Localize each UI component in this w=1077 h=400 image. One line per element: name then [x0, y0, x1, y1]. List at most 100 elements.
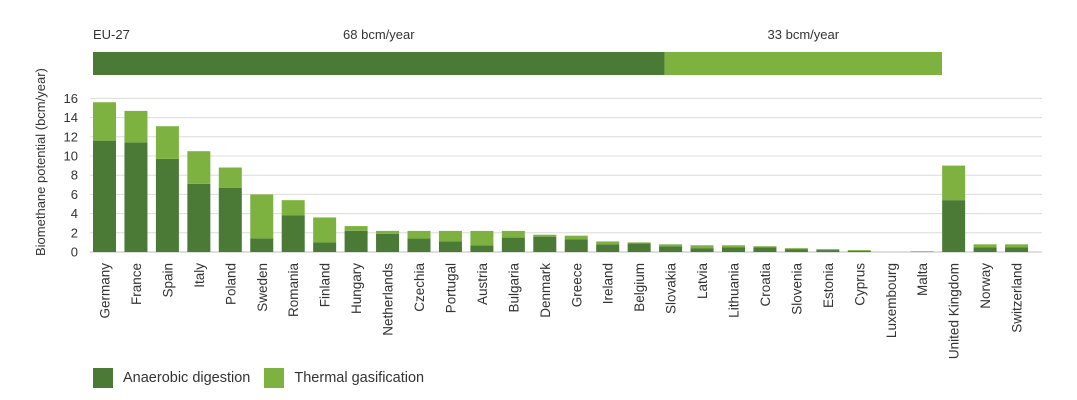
gridlines	[90, 97, 1042, 253]
x-tick-label: Romania	[286, 263, 301, 318]
bar-thermal-slovenia	[784, 248, 808, 250]
bar-thermal-bulgaria	[501, 230, 525, 238]
bar-thermal-spain	[155, 126, 179, 159]
bar-anaerobic-finland	[313, 242, 337, 252]
bar-anaerobic-hungary	[344, 230, 368, 252]
summary-segment-0	[93, 52, 665, 75]
bar-thermal-norway	[973, 244, 997, 248]
x-tick-label: Sweden	[255, 263, 270, 312]
x-axis-ticks: Germany France Spain Italy Poland Sweden Roman…	[98, 263, 1025, 360]
x-tick-label: Netherlands	[381, 263, 396, 336]
bar-anaerobic-sweden	[250, 238, 274, 252]
bar-thermal-denmark	[533, 234, 557, 237]
x-tick-label: Croatia	[758, 263, 773, 307]
bar-thermal-netherlands	[376, 230, 400, 234]
bar-anaerobic-switzerland	[1005, 247, 1029, 252]
x-tick-label: Luxembourg	[884, 263, 899, 338]
bar-anaerobic-estonia	[816, 250, 840, 252]
bar-thermal-cyprus	[847, 250, 871, 252]
bar-thermal-sweden	[250, 194, 274, 239]
bar-thermal-united-kingdom	[942, 165, 966, 201]
bar-thermal-portugal	[438, 230, 462, 242]
x-tick-label: Slovakia	[664, 263, 679, 315]
bar-anaerobic-lithuania	[722, 247, 745, 252]
bar-anaerobic-latvia	[690, 248, 714, 252]
bar-anaerobic-czechia	[407, 238, 431, 252]
eu27-label: EU-27	[93, 27, 130, 42]
x-tick-label: Denmark	[538, 263, 553, 318]
summary-segment-label-1: 33 bcm/year	[768, 27, 840, 42]
x-tick-label: Austria	[475, 263, 490, 306]
bar-anaerobic-portugal	[438, 241, 462, 252]
x-tick-label: Czechia	[412, 263, 427, 312]
y-tick-label: 0	[71, 245, 78, 260]
x-tick-label: Belgium	[632, 263, 647, 312]
y-tick-label: 4	[71, 206, 78, 221]
y-tick-label: 10	[64, 149, 78, 164]
x-tick-label: Switzerland	[1010, 263, 1025, 333]
y-tick-label: 8	[71, 168, 78, 183]
bar-anaerobic-germany	[93, 140, 116, 252]
legend-swatch-anaerobic	[93, 368, 113, 388]
bar-thermal-belgium	[627, 242, 651, 244]
x-tick-label: Cyprus	[852, 263, 867, 306]
bar-anaerobic-france	[124, 142, 148, 252]
bar-anaerobic-bulgaria	[501, 237, 525, 252]
bar-thermal-finland	[313, 217, 337, 243]
x-tick-label: Greece	[569, 263, 584, 307]
bar-thermal-latvia	[690, 245, 714, 249]
bar-thermal-austria	[470, 230, 494, 246]
summary-segment-1	[664, 52, 942, 75]
bar-thermal-czechia	[407, 230, 431, 239]
legend-label-anaerobic: Anaerobic digestion	[123, 370, 251, 386]
x-tick-label: Finland	[318, 263, 333, 307]
bar-thermal-germany	[93, 102, 116, 141]
y-axis-label: Biomethane potential (bcm/year)	[33, 68, 48, 256]
legend-item-anaerobic: Anaerobic digestion	[93, 368, 250, 388]
bar-thermal-france	[124, 110, 148, 143]
x-tick-label: United Kingdom	[947, 263, 962, 359]
x-tick-label: Portugal	[443, 263, 458, 313]
y-tick-label: 2	[71, 225, 78, 240]
y-tick-label: 12	[64, 129, 78, 144]
x-tick-label: Ireland	[601, 263, 616, 304]
x-tick-label: Norway	[978, 263, 993, 309]
bar-anaerobic-austria	[470, 245, 494, 252]
bar-anaerobic-spain	[155, 158, 179, 252]
bar-thermal-estonia	[816, 249, 840, 251]
bar-anaerobic-ireland	[596, 244, 620, 252]
bars	[93, 102, 1029, 252]
bar-anaerobic-croatia	[753, 247, 777, 252]
x-tick-label: Germany	[98, 263, 113, 319]
x-tick-label: France	[129, 263, 144, 305]
x-tick-label: Hungary	[349, 263, 364, 314]
x-tick-label: Estonia	[821, 263, 836, 309]
x-tick-label: Poland	[223, 263, 238, 305]
bar-anaerobic-netherlands	[376, 233, 400, 252]
bar-anaerobic-poland	[218, 187, 242, 252]
bar-anaerobic-united-kingdom	[942, 200, 966, 252]
bar-thermal-greece	[564, 235, 588, 240]
bar-anaerobic-norway	[973, 247, 997, 252]
bar-thermal-croatia	[753, 246, 777, 248]
bar-anaerobic-slovakia	[659, 246, 683, 252]
summary-segment-label-0: 68 bcm/year	[343, 27, 415, 42]
x-tick-label: Italy	[192, 263, 207, 288]
bar-thermal-hungary	[344, 226, 368, 231]
legend-item-thermal: Thermal gasification	[264, 368, 424, 388]
bar-anaerobic-greece	[564, 239, 588, 252]
x-tick-label: Lithuania	[727, 263, 742, 318]
x-tick-label: Malta	[915, 263, 930, 297]
bar-thermal-italy	[187, 151, 211, 184]
legend-swatch-thermal	[264, 368, 285, 388]
x-tick-label: Latvia	[695, 263, 710, 300]
y-tick-label: 14	[64, 110, 78, 125]
x-tick-label: Spain	[160, 263, 175, 298]
legend: Anaerobic digestion Thermal gasification	[93, 368, 438, 388]
eu27-summary-bar: EU-27 68 bcm/year 33 bcm/year	[93, 27, 942, 75]
bar-anaerobic-slovenia	[784, 249, 808, 252]
bar-thermal-switzerland	[1005, 244, 1029, 248]
y-tick-label: 16	[64, 91, 78, 106]
bar-anaerobic-denmark	[533, 236, 557, 252]
